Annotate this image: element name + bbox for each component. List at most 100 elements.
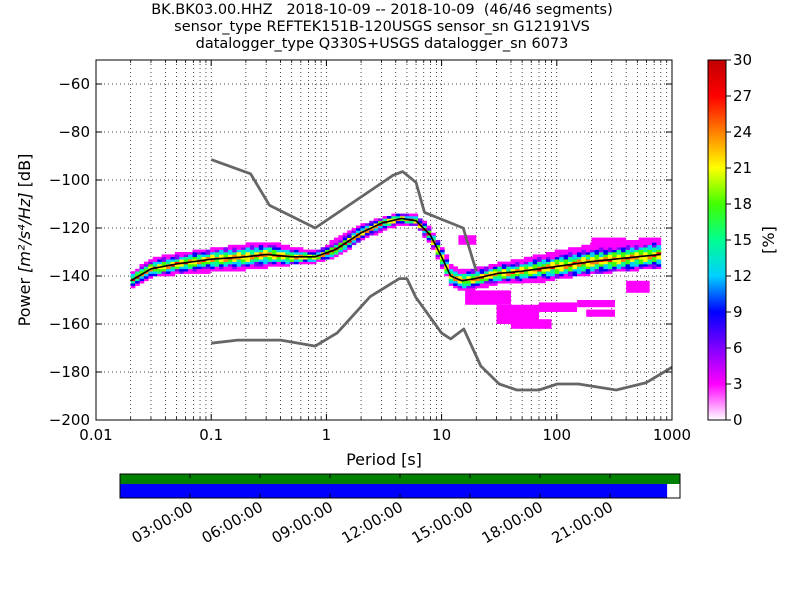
psd-cell: [590, 261, 595, 265]
psd-cell: [294, 252, 299, 255]
psd-cell: [572, 268, 578, 272]
psd-cell: [501, 264, 507, 267]
x-tick-label: 100: [542, 426, 571, 444]
psd-cell: [545, 256, 551, 260]
psd-cell: [528, 256, 534, 260]
psd-cell: [466, 283, 472, 286]
psd-cell: [254, 259, 260, 262]
psd-cell: [559, 276, 564, 279]
psd-cell: [515, 280, 520, 284]
psd-cell: [219, 259, 224, 262]
psd-cell: [382, 223, 388, 226]
psd-cell: [152, 259, 158, 262]
psd-cell: [241, 256, 246, 260]
psd-cell: [183, 256, 189, 260]
psd-cell: [612, 247, 617, 250]
psd-cell: [621, 252, 626, 255]
psd-cell: [227, 266, 233, 270]
x-tick-label: 1000: [653, 426, 691, 444]
psd-cell: [621, 261, 626, 265]
psd-cell: [629, 264, 635, 267]
chart-title-line-1: BK.BK03.00.HHZ 2018-10-09 -- 2018-10-09 …: [151, 2, 613, 18]
psd-cell: [607, 254, 613, 258]
psd-cell: [289, 259, 295, 262]
psd-cell: [431, 247, 436, 250]
psd-cell: [391, 220, 397, 224]
psd-cell: [338, 237, 344, 241]
psd-cell: [550, 276, 556, 279]
psd-cell: [347, 232, 352, 236]
psd-cell: [232, 247, 238, 250]
psd-cell: [634, 249, 640, 253]
y-tick-label: −160: [49, 315, 90, 333]
psd-cell: [523, 273, 529, 277]
psd-cell: [227, 252, 233, 255]
psd-cell: [510, 273, 516, 277]
psd-cell: [355, 237, 361, 241]
psd-cell: [612, 256, 617, 260]
psd-cell: [285, 244, 291, 248]
psd-cell: [598, 271, 604, 274]
psd-cell: [585, 271, 591, 274]
psd-cell: [643, 247, 648, 250]
psd-cell: [294, 254, 299, 258]
psd-cell: [342, 237, 348, 241]
psd-cell: [378, 223, 383, 226]
psd-cell: [223, 247, 229, 250]
psd-cell: [355, 230, 361, 234]
psd-cell: [227, 264, 233, 267]
psd-cell: [166, 266, 171, 270]
psd-cell: [192, 249, 198, 253]
psd-cell: [227, 268, 233, 272]
psd-cell: [422, 225, 427, 229]
psd-cell: [457, 280, 463, 284]
psd-cell: [316, 249, 321, 253]
psd-cell: [510, 280, 516, 284]
psd-cell: [311, 252, 317, 255]
psd-cell: [475, 283, 480, 286]
psd-cell: [634, 268, 640, 272]
psd-cell: [616, 264, 622, 267]
psd-cell: [364, 225, 370, 229]
psd-cell: [241, 252, 246, 255]
psd-cell: [276, 261, 282, 265]
psd-cell: [183, 266, 189, 270]
psd-cell: [170, 268, 176, 272]
psd-cell: [528, 266, 534, 270]
psd-cell: [444, 259, 450, 262]
psd-cell: [568, 249, 573, 253]
psd-cell: [170, 266, 176, 270]
x-tick-label: 10: [432, 426, 451, 444]
psd-cell: [391, 223, 397, 226]
psd-cell: [581, 266, 587, 270]
psd-cell: [373, 230, 379, 234]
psd-cell: [329, 252, 335, 255]
psd-cell: [267, 249, 273, 253]
psd-cell: [241, 261, 246, 265]
psd-cell: [152, 264, 158, 267]
psd-cell: [188, 264, 193, 267]
psd-cell: [457, 283, 463, 286]
psd-cell: [559, 261, 564, 265]
psd-cell: [634, 244, 640, 248]
psd-cell: [409, 220, 414, 224]
psd-cell: [161, 256, 167, 260]
y-tick-label: −80: [58, 123, 90, 141]
psd-cell: [205, 249, 211, 253]
psd-cell: [554, 273, 560, 277]
psd-cell: [652, 261, 657, 265]
psd-cell: [484, 271, 489, 274]
psd-cell: [400, 220, 405, 224]
psd-cell: [590, 247, 595, 250]
psd-cell: [585, 266, 591, 270]
psd-cell: [161, 268, 167, 272]
psd-cell: [523, 256, 529, 260]
psd-cell: [568, 276, 573, 279]
psd-cell: [289, 249, 295, 253]
psd-cell: [307, 249, 313, 253]
psd-cell: [643, 264, 648, 267]
psd-cell: [607, 268, 613, 272]
psd-cell: [369, 228, 374, 231]
psd-cell: [647, 261, 653, 265]
psd-cell: [276, 247, 282, 250]
